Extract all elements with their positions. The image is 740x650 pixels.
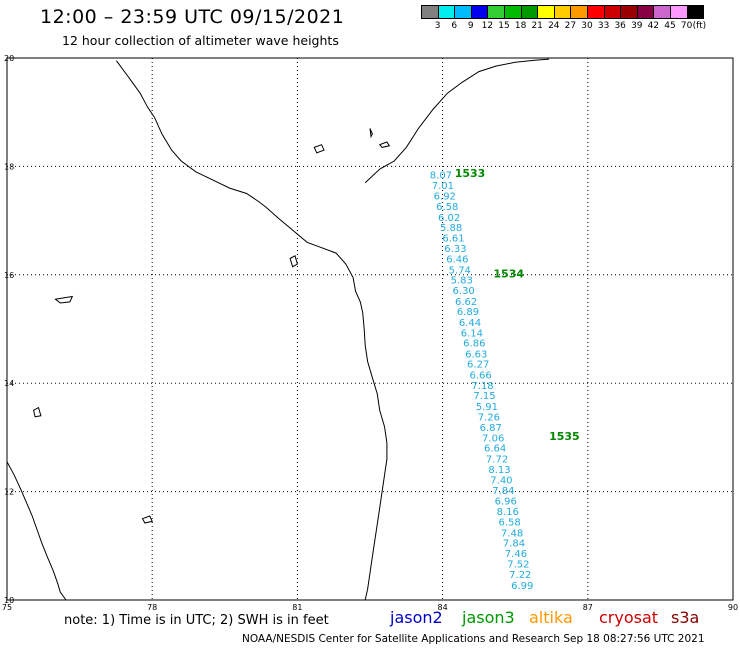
colorbar-tick-labels: 3 6 9 12 15 18 21 24 27 30 33 36 39 42 45 70 (ft)	[421, 21, 740, 35]
wave-height-label: 6.99	[511, 581, 533, 592]
wave-height-label: 7.84	[503, 539, 525, 550]
lon-tick-label: 87	[583, 603, 593, 612]
wave-height-label: 6.27	[467, 360, 489, 371]
wave-height-label: 7.26	[478, 412, 500, 423]
colorbar-tick: 39	[631, 21, 643, 31]
wave-height-colorbar	[421, 5, 705, 21]
colorbar-tick: 9	[467, 21, 474, 31]
coastal-feature	[54, 295, 74, 304]
lat-tick-label: 16	[4, 271, 14, 280]
satellite-legend-s3a: s3a	[671, 608, 700, 627]
satellite-legend-cryosat: cryosat	[599, 608, 659, 627]
wave-height-label: 6.61	[442, 233, 464, 244]
wave-height-label: 7.48	[501, 528, 523, 539]
wave-height-label: 7.06	[482, 433, 504, 444]
wave-height-label: 8.13	[488, 465, 510, 476]
wave-height-label: 6.30	[453, 286, 475, 297]
page-subtitle: 12 hour collection of altimeter wave hei…	[62, 33, 339, 48]
wave-height-label: 7.01	[432, 181, 454, 192]
coastal-feature	[289, 255, 298, 268]
satellite-legend-jason2: jason2	[390, 608, 443, 627]
wave-height-label: 7.84	[492, 486, 514, 497]
lat-tick-label: 20	[4, 54, 14, 63]
pass-number-label: 1534	[493, 268, 524, 281]
footer-credit: NOAA/NESDIS Center for Satellite Applica…	[242, 633, 705, 645]
lon-tick-label: 90	[728, 603, 738, 612]
colorbar-tick: 3	[434, 21, 441, 31]
wave-height-label: 7.52	[507, 560, 529, 571]
lat-tick-label: 10	[4, 596, 14, 605]
wave-height-label: 6.58	[499, 517, 521, 528]
wave-height-label: 7.15	[473, 391, 495, 402]
satellite-legend-altika: altika	[529, 608, 573, 627]
lon-tick-label: 78	[147, 603, 157, 612]
colorbar-tick: 24	[548, 21, 560, 31]
wave-height-label: 8.07	[430, 171, 452, 182]
wave-height-label: 6.66	[469, 371, 491, 382]
wave-height-label: 5.83	[451, 276, 473, 287]
colorbar-tick: 30	[581, 21, 593, 31]
wave-height-label: 6.33	[444, 244, 466, 255]
coastal-feature	[33, 406, 42, 418]
west-coastline	[6, 461, 67, 601]
colorbar-unit: (ft)	[692, 21, 707, 31]
colorbar-tick: 18	[514, 21, 527, 31]
page-title: 12:00 – 23:59 UTC 09/15/2021	[40, 6, 345, 28]
wave-height-label: 6.64	[484, 444, 506, 455]
wave-height-label: 6.86	[463, 339, 485, 350]
pass-number-label: 1533	[455, 167, 486, 180]
colorbar-tick: 21	[531, 21, 543, 31]
wave-height-label: 7.18	[471, 381, 493, 392]
wave-height-label: 5.91	[476, 402, 498, 413]
colorbar-tick: 36	[614, 21, 626, 31]
wave-height-label: 8.16	[497, 507, 519, 518]
colorbar-tick: 42	[647, 21, 660, 31]
east-coastline	[115, 60, 388, 601]
colorbar-tick: 15	[498, 21, 510, 31]
wave-height-label: 6.14	[461, 328, 483, 339]
wave-height-label: 6.96	[495, 496, 517, 507]
wave-height-label: 7.40	[490, 476, 512, 487]
coastal-feature	[313, 144, 325, 154]
wave-height-label: 6.63	[465, 349, 487, 360]
lon-tick-label: 75	[2, 603, 12, 612]
wave-height-label: 6.92	[434, 192, 456, 203]
satellite-legend-jason3: jason3	[462, 608, 515, 627]
coastal-feature	[369, 128, 373, 139]
coastal-feature	[141, 515, 153, 524]
wave-height-label: 5.88	[440, 223, 462, 234]
wave-height-label: 6.58	[436, 202, 458, 213]
lat-tick-label: 12	[4, 488, 14, 497]
wave-height-label: 6.62	[455, 297, 477, 308]
wave-height-label: 5.74	[449, 265, 471, 276]
colorbar-tick: 33	[597, 21, 610, 31]
wave-height-label: 7.22	[509, 570, 531, 581]
wave-height-label: 6.46	[446, 255, 468, 266]
pass-number-label: 1535	[549, 430, 580, 443]
colorbar-tick: 6	[451, 21, 458, 31]
lon-tick-label: 81	[292, 603, 302, 612]
wave-height-label: 7.72	[486, 455, 508, 466]
wave-height-label: 6.02	[438, 213, 460, 224]
lat-tick-label: 18	[4, 162, 14, 171]
wave-height-label: 6.44	[459, 318, 481, 329]
wave-height-label: 7.46	[505, 549, 527, 560]
colorbar-tick: 70	[680, 21, 693, 31]
lat-tick-label: 14	[4, 379, 14, 388]
north-coastline	[364, 58, 550, 184]
lon-tick-label: 84	[438, 603, 448, 612]
colorbar-tick: 27	[564, 21, 577, 31]
map-frame	[6, 57, 734, 601]
wave-height-label: 6.87	[480, 423, 502, 434]
colorbar-swatch	[686, 5, 705, 19]
colorbar-tick: 12	[481, 21, 494, 31]
units-note: note: 1) Time is in UTC; 2) SWH is in fe…	[64, 613, 329, 628]
wave-height-label: 6.89	[457, 307, 479, 318]
coastal-feature	[378, 141, 391, 148]
colorbar-tick: 45	[664, 21, 676, 31]
